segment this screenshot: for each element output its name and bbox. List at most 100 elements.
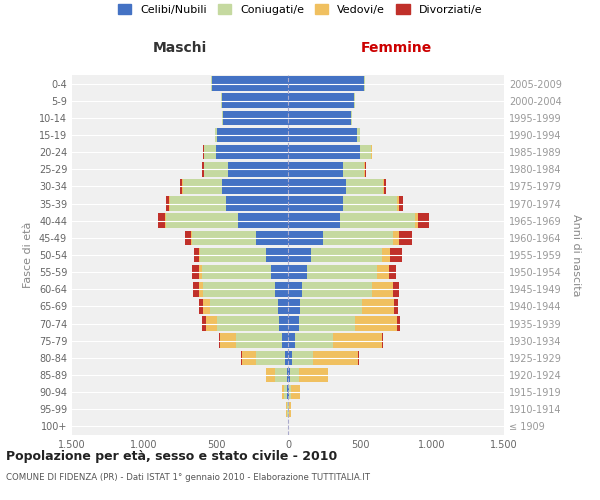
Bar [227, 162, 288, 176]
Bar [287, 368, 288, 382]
Bar [284, 385, 287, 400]
Bar [393, 282, 399, 296]
Bar [300, 299, 362, 314]
Bar [382, 334, 383, 348]
Bar [199, 265, 202, 280]
Bar [275, 282, 288, 296]
Bar [206, 316, 217, 331]
Bar [343, 162, 364, 176]
Bar [394, 299, 398, 314]
Bar [302, 282, 371, 296]
Bar [185, 230, 191, 245]
Bar [180, 179, 182, 194]
Bar [357, 128, 360, 142]
Bar [307, 265, 377, 280]
Bar [204, 162, 205, 176]
Bar [355, 316, 397, 331]
Bar [288, 265, 307, 280]
Bar [281, 385, 284, 400]
Bar [203, 145, 204, 160]
Bar [222, 94, 288, 108]
Bar [200, 248, 266, 262]
Bar [418, 214, 429, 228]
Bar [397, 316, 400, 331]
Bar [217, 316, 280, 331]
Bar [364, 76, 365, 91]
Bar [288, 214, 340, 228]
Bar [311, 248, 382, 262]
Bar [382, 248, 390, 262]
Bar [165, 214, 166, 228]
Text: Femmine: Femmine [361, 41, 431, 55]
Bar [295, 334, 332, 348]
Bar [397, 196, 399, 211]
Bar [299, 368, 328, 382]
Bar [286, 402, 287, 416]
Bar [292, 350, 313, 365]
Bar [216, 145, 288, 160]
Bar [332, 334, 382, 348]
Bar [191, 230, 256, 245]
Bar [390, 248, 402, 262]
Bar [222, 179, 288, 194]
Legend: Celibi/Nubili, Coniugati/e, Vedovi/e, Divorziati/e: Celibi/Nubili, Coniugati/e, Vedovi/e, Di… [113, 0, 487, 20]
Bar [288, 128, 357, 142]
Text: Popolazione per età, sesso e stato civile - 2010: Popolazione per età, sesso e stato civil… [6, 450, 337, 463]
Bar [365, 162, 367, 176]
Bar [360, 145, 371, 160]
Bar [212, 76, 288, 91]
Bar [236, 334, 282, 348]
Bar [288, 385, 289, 400]
Bar [288, 282, 302, 296]
Bar [271, 265, 288, 280]
Bar [241, 350, 242, 365]
Bar [170, 196, 226, 211]
Bar [364, 162, 365, 176]
Bar [288, 94, 354, 108]
Bar [346, 179, 383, 194]
Bar [288, 316, 299, 331]
Bar [256, 230, 288, 245]
Bar [166, 214, 238, 228]
Bar [182, 179, 183, 194]
Bar [399, 196, 403, 211]
Bar [383, 179, 384, 194]
Bar [288, 196, 343, 211]
Bar [288, 248, 311, 262]
Bar [266, 248, 288, 262]
Bar [192, 265, 199, 280]
Bar [384, 179, 386, 194]
Text: COMUNE DI FIDENZA (PR) - Dati ISTAT 1° gennaio 2010 - Elaborazione TUTTITALIA.IT: COMUNE DI FIDENZA (PR) - Dati ISTAT 1° g… [6, 472, 370, 482]
Bar [323, 230, 393, 245]
Bar [415, 214, 418, 228]
Bar [242, 350, 256, 365]
Bar [299, 316, 355, 331]
Bar [288, 334, 295, 348]
Bar [220, 334, 236, 348]
Bar [169, 196, 170, 211]
Bar [280, 316, 288, 331]
Bar [285, 350, 288, 365]
Bar [288, 76, 364, 91]
Bar [205, 145, 216, 160]
Bar [202, 162, 204, 176]
Bar [217, 128, 288, 142]
Bar [166, 196, 169, 211]
Bar [226, 196, 288, 211]
Bar [288, 230, 323, 245]
Bar [289, 385, 292, 400]
Text: Maschi: Maschi [153, 41, 207, 55]
Bar [313, 350, 358, 365]
Bar [288, 299, 300, 314]
Bar [340, 214, 415, 228]
Bar [211, 76, 212, 91]
Bar [377, 265, 389, 280]
Bar [389, 265, 396, 280]
Bar [393, 230, 399, 245]
Bar [183, 179, 222, 194]
Bar [199, 299, 203, 314]
Bar [362, 299, 394, 314]
Bar [289, 402, 292, 416]
Bar [266, 368, 275, 382]
Bar [193, 282, 199, 296]
